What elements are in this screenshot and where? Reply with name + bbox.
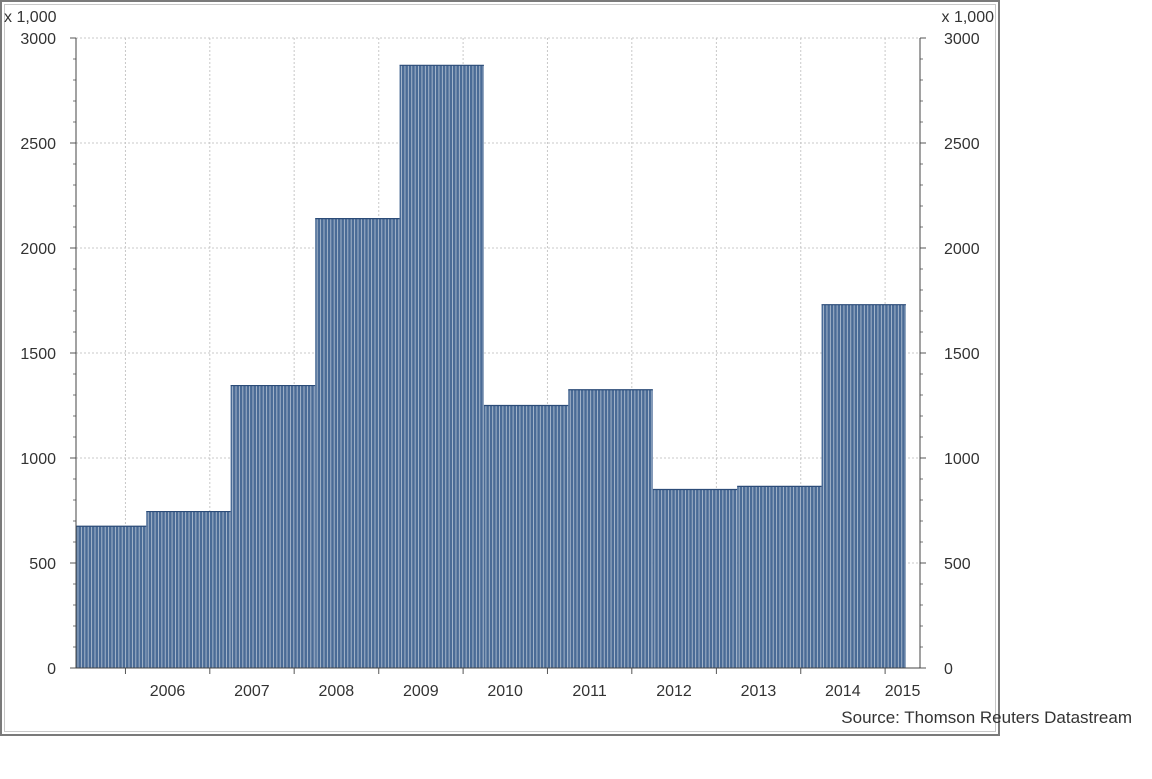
x-tick-label: 2011	[572, 683, 607, 700]
bar-hatching	[654, 489, 737, 668]
x-tick-label: 2010	[487, 683, 523, 700]
bar-hatching	[738, 486, 822, 668]
chart-frame-inner-border	[4, 4, 996, 732]
left-unit-label: x 1,000	[4, 9, 57, 26]
chart-svg: 0 0 500 500 1000 1000 1500 1500 2000 2000 2500 2500…	[4, 9, 995, 700]
bar	[483, 405, 569, 668]
axes: 0 0 500 500 1000 1000 1500 1500 2000 2000 2500 2500…	[20, 31, 979, 700]
bar	[568, 389, 653, 668]
y-tick-label-right: 2500	[944, 136, 980, 153]
y-tick-label-right: 1500	[944, 346, 980, 363]
x-tick-label: 2015	[885, 683, 921, 700]
bar	[76, 526, 147, 668]
y-tick-label-left: 3000	[20, 31, 56, 48]
y-tick-label-left: 1500	[20, 346, 56, 363]
bar	[399, 65, 484, 669]
right-unit-label: x 1,000	[942, 9, 995, 26]
y-tick-label-left: 2500	[20, 136, 56, 153]
bar-hatching	[147, 511, 231, 668]
y-tick-label-right: 2000	[944, 241, 980, 258]
bar	[821, 304, 906, 668]
bar	[652, 489, 738, 668]
y-tick-label-right: 0	[944, 661, 953, 678]
bar	[230, 385, 316, 668]
x-tick-label: 2012	[656, 683, 692, 700]
bar-hatching	[232, 385, 315, 668]
x-tick-label: 2007	[234, 683, 270, 700]
bar-hatching	[401, 65, 484, 668]
y-tick-label-left: 2000	[20, 241, 56, 258]
bars	[76, 64, 906, 669]
x-tick-label: 2009	[403, 683, 439, 700]
y-tick-label-left: 500	[29, 556, 56, 573]
bar-hatching	[316, 218, 400, 668]
x-tick-label: 2013	[741, 683, 777, 700]
bar	[146, 511, 231, 668]
y-tick-label-right: 3000	[944, 31, 980, 48]
y-tick-label-right: 1000	[944, 451, 980, 468]
bar-hatching	[485, 405, 568, 668]
y-tick-label-left: 1000	[20, 451, 56, 468]
bar	[315, 218, 400, 668]
bar-hatching	[77, 526, 147, 668]
bar-hatching	[823, 304, 906, 668]
y-tick-label-right: 500	[944, 556, 971, 573]
x-tick-label: 2006	[150, 683, 186, 700]
bar	[737, 486, 822, 668]
source-note: Source: Thomson Reuters Datastream	[841, 708, 1132, 727]
x-tick-label: 2008	[319, 683, 355, 700]
bar-hatching	[569, 389, 653, 668]
y-tick-label-left: 0	[47, 661, 56, 678]
x-tick-label: 2014	[825, 683, 861, 700]
